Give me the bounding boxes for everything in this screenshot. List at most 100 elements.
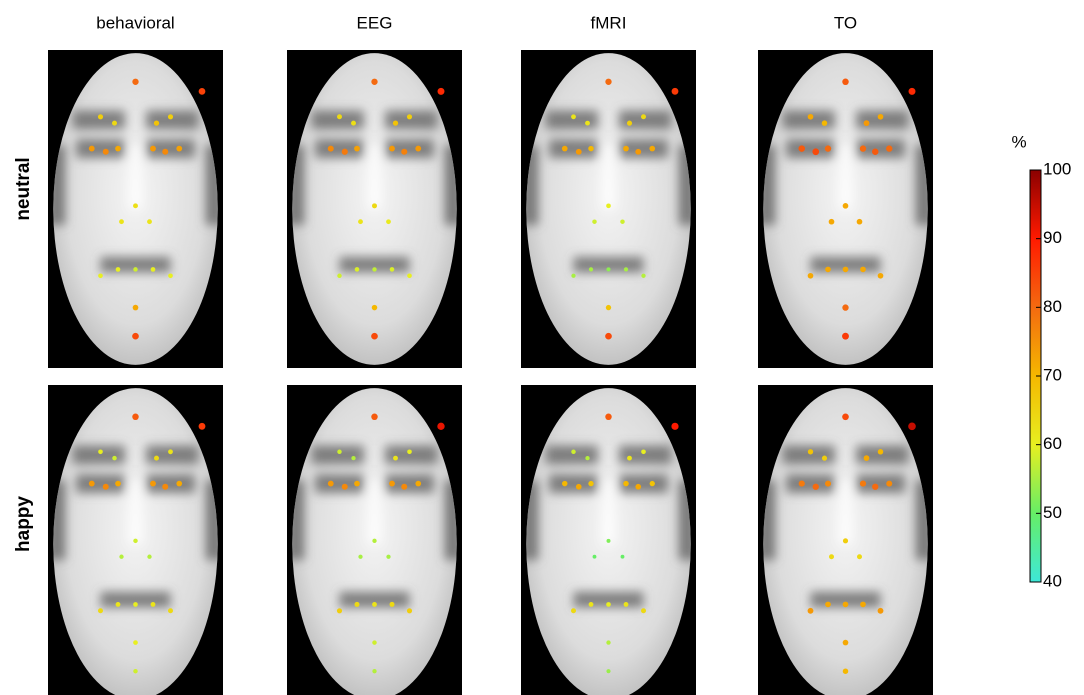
face-shadow — [619, 445, 672, 465]
data-dot — [162, 148, 169, 155]
data-dot — [168, 608, 173, 614]
data-dot — [102, 148, 109, 155]
nose-highlight — [128, 480, 143, 544]
data-dot — [606, 602, 611, 607]
face-shadow — [856, 110, 909, 130]
data-dot — [401, 483, 408, 490]
data-dot — [115, 267, 121, 272]
data-dot — [860, 601, 866, 608]
colorbar-tick-label: 80 — [1043, 297, 1062, 316]
data-dot — [407, 449, 412, 455]
data-dot — [842, 266, 849, 273]
data-dot — [98, 449, 103, 455]
data-dot — [354, 480, 360, 487]
colorbar-tick-label: 50 — [1043, 503, 1062, 522]
face-panel — [521, 50, 696, 368]
face-shadow — [146, 139, 195, 159]
data-dot — [812, 483, 819, 490]
face-shadow — [72, 110, 125, 130]
data-dot — [354, 267, 360, 272]
data-dot — [671, 87, 679, 95]
data-dot — [98, 273, 103, 279]
data-dot — [592, 554, 597, 559]
data-dot — [824, 145, 832, 152]
data-dot — [635, 483, 642, 490]
data-dot — [641, 273, 646, 278]
data-dot — [842, 639, 849, 646]
data-dot — [354, 601, 360, 607]
data-dot — [401, 148, 408, 155]
colorbar-tick-label: 90 — [1043, 228, 1062, 247]
data-dot — [386, 554, 391, 559]
data-dot — [327, 145, 334, 152]
data-dot — [588, 602, 594, 607]
data-dot — [641, 449, 646, 455]
data-dot — [649, 145, 656, 152]
data-dot — [605, 332, 612, 340]
data-dot — [406, 608, 413, 614]
data-dot — [133, 538, 138, 544]
data-dot — [372, 602, 377, 607]
face-shadow — [549, 139, 598, 159]
data-dot — [371, 413, 378, 421]
data-dot — [877, 272, 884, 279]
data-dot — [415, 480, 422, 487]
data-dot — [635, 148, 642, 155]
row-label: neutral — [13, 157, 34, 220]
data-dot — [623, 480, 629, 487]
data-dot — [371, 78, 378, 85]
face-shadow — [146, 474, 195, 494]
face-panel — [48, 50, 223, 368]
data-dot — [807, 607, 814, 614]
data-dot — [561, 145, 568, 152]
data-dot — [167, 114, 174, 120]
data-dot — [337, 449, 342, 455]
data-dot — [877, 113, 884, 120]
data-dot — [575, 483, 582, 490]
data-dot — [592, 219, 597, 224]
data-dot — [872, 483, 879, 490]
data-dot — [351, 455, 356, 461]
data-dot — [641, 608, 646, 614]
face-shadow — [385, 110, 438, 130]
data-dot — [437, 422, 445, 431]
face-shadow — [549, 474, 598, 494]
data-dot — [641, 114, 646, 120]
data-dot — [112, 120, 117, 126]
face-features — [53, 110, 218, 273]
data-dot — [877, 607, 884, 614]
data-dot — [341, 148, 348, 155]
data-dot — [872, 148, 879, 156]
data-dot — [389, 480, 395, 487]
data-dot — [337, 273, 342, 279]
nose-highlight — [128, 145, 143, 209]
data-dot — [133, 668, 138, 674]
data-dot — [150, 267, 156, 272]
face-shadow — [786, 139, 835, 159]
face-shadow — [619, 474, 668, 494]
face-shadow — [311, 445, 364, 465]
face-shadow — [146, 110, 199, 130]
data-dot — [371, 332, 378, 340]
data-dot — [115, 480, 121, 487]
data-dot — [115, 602, 121, 607]
data-dot — [407, 273, 412, 279]
face-shadow — [76, 139, 125, 159]
column-title: TO — [834, 13, 857, 32]
data-dot — [575, 148, 582, 155]
data-dot — [372, 267, 377, 272]
data-dot — [842, 78, 849, 86]
data-dot — [389, 267, 395, 272]
data-dot — [392, 120, 399, 126]
data-dot — [437, 87, 445, 95]
data-dot — [372, 203, 377, 209]
nose-highlight — [601, 145, 616, 209]
data-dot — [571, 273, 576, 278]
face-shadow — [76, 474, 125, 494]
data-dot — [606, 267, 611, 272]
face-panel — [758, 50, 933, 368]
nose-highlight — [838, 145, 853, 209]
data-dot — [585, 120, 590, 126]
face-shadow — [385, 139, 434, 159]
